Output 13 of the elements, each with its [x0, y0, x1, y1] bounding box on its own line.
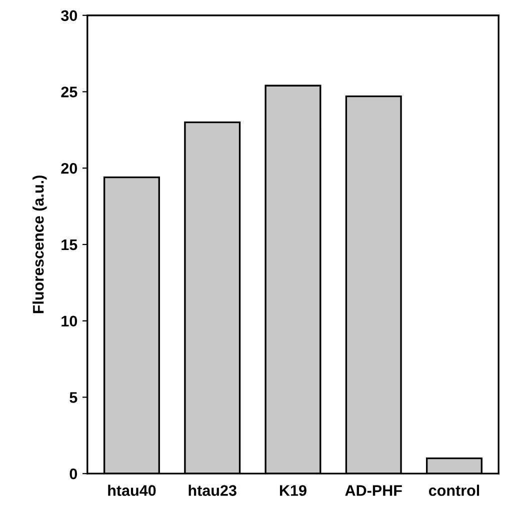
y-tick-label: 20 [61, 162, 78, 174]
x-tick-label: K19 [280, 485, 306, 496]
y-tick-label: 10 [62, 316, 78, 327]
y-tick-label: 0 [70, 468, 78, 480]
y-axis-title: Fluorescence (a.u.) [32, 176, 47, 314]
x-tick-label: AD-PHF [345, 485, 402, 496]
x-tick-label: htau40 [108, 484, 156, 496]
y-tick-label: 15 [62, 240, 78, 250]
y-tick-label: 25 [61, 86, 78, 98]
x-tick-label: htau23 [188, 484, 236, 496]
y-tick-label: 30 [61, 10, 78, 22]
y-tick-label: 5 [70, 392, 78, 403]
x-tick-label: control [428, 484, 480, 496]
